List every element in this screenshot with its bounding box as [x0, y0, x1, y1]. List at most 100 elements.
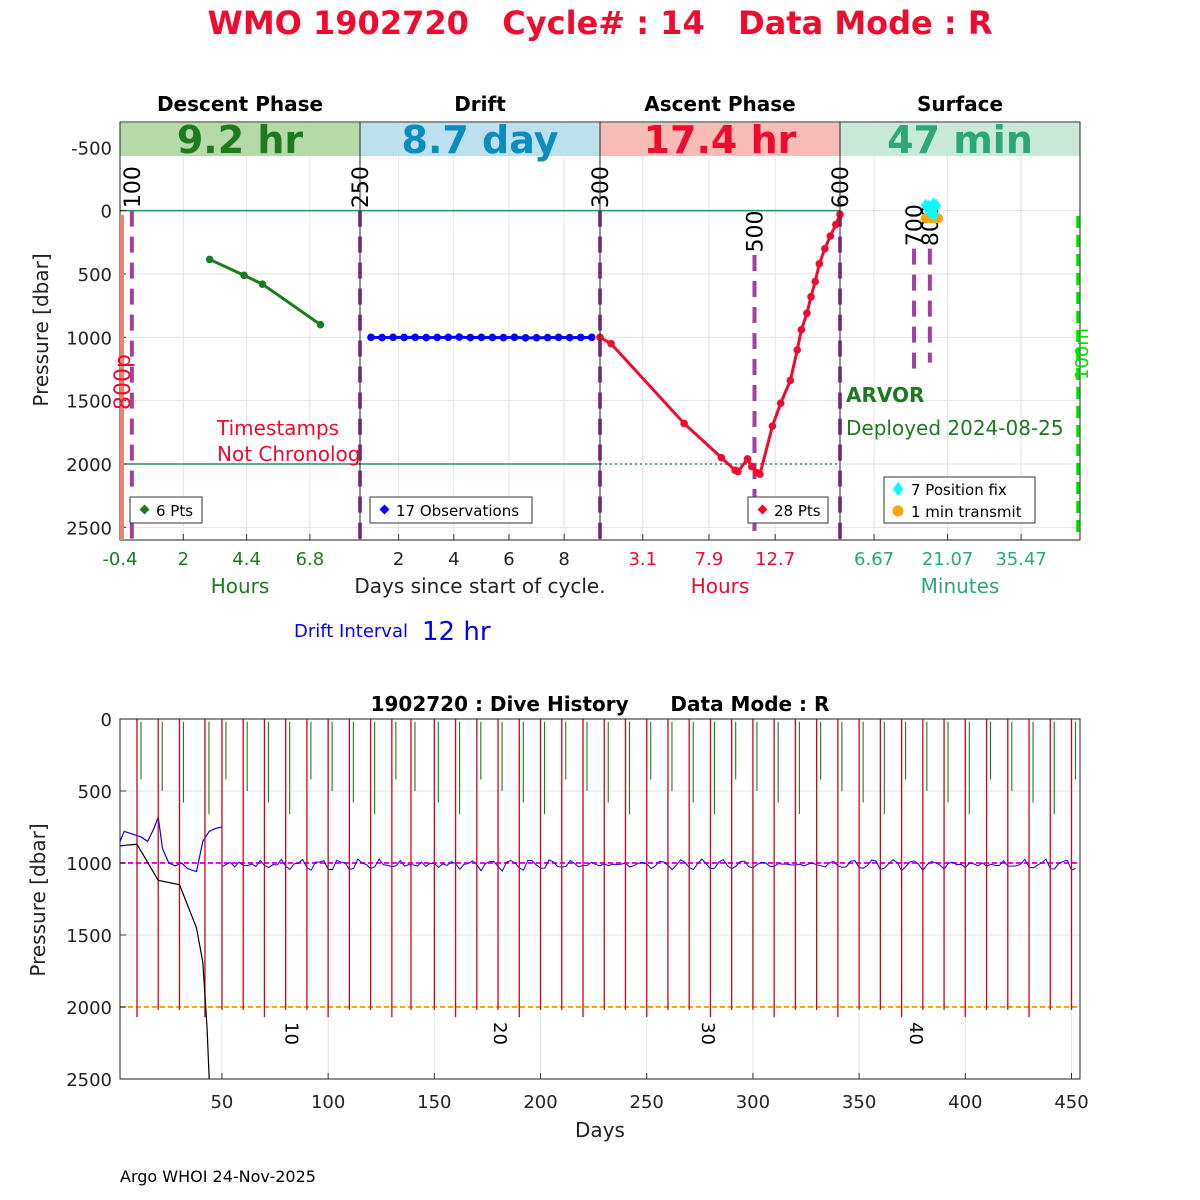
descent-depth-label: 800p [111, 354, 136, 410]
descent-legend: 6 Pts [129, 496, 203, 524]
descent-data-point [316, 320, 325, 329]
ascent-data-point [807, 293, 815, 301]
ytick-label: 1500 [66, 392, 112, 413]
ytick-label: 500 [78, 782, 112, 803]
drift-data-point [499, 333, 508, 342]
ascent-data-point [803, 309, 811, 318]
bottom-ylabel: Pressure [dbar] [26, 823, 50, 976]
dive-history-title: 1902720 : Dive History Data Mode : R [371, 692, 830, 716]
drift-duration: 8.7 day [402, 118, 559, 162]
cycle-number-label: 10 [281, 1022, 302, 1045]
descent-xtick-label: 4.4 [232, 549, 261, 570]
legend-box [369, 496, 533, 524]
ascent-unit-label: Hours [691, 574, 750, 598]
ascent-data-point [680, 419, 688, 428]
ytick-label: 2500 [66, 518, 112, 539]
surface-legend: 7 Position fix 1 min transmit [883, 476, 1036, 524]
drift-data-point [543, 333, 552, 342]
top-xcaption: Days since start of cycle. [354, 574, 605, 598]
legend-marker [757, 504, 768, 515]
ytick-label: -500 [71, 138, 112, 159]
dive-history-frame [119, 718, 1081, 1080]
surface-phase-name: Surface [917, 92, 1003, 116]
ytick-label: 1500 [66, 926, 112, 947]
float-model: ARVOR [846, 383, 924, 407]
drift-data-point [576, 333, 585, 342]
ascent-duration: 17.4 hr [644, 118, 797, 162]
drift-phase-name: Drift [454, 92, 506, 116]
cycle-number-label: 20 [489, 1022, 510, 1045]
legend-label: 17 Observations [396, 502, 519, 520]
drift-duration-band [360, 123, 600, 156]
ascent-data-point [756, 470, 764, 478]
drift-data-point [532, 333, 541, 342]
drift-data-point [455, 333, 464, 341]
drift-pressure-trace [221, 858, 1076, 872]
descent-data-point [240, 271, 248, 280]
ascent-data-point [793, 346, 802, 354]
drift-data-point [488, 333, 497, 342]
ascent-data-point [776, 399, 785, 408]
ascent-duration-band [600, 123, 840, 156]
xtick-label: 100 [311, 1092, 345, 1113]
xtick-label: 250 [630, 1092, 664, 1113]
cycle-marker-label: 600 [829, 166, 854, 208]
drift-data-point [422, 333, 431, 342]
descent-xtick-label: 2 [178, 549, 189, 570]
drift-interval-value: 12 hr [422, 617, 491, 647]
xtick-label: 300 [736, 1092, 770, 1113]
drift-data-point [554, 333, 563, 342]
ascent-data-point [786, 376, 795, 385]
drift-data-point [466, 333, 475, 342]
xtick-label: 450 [1054, 1092, 1088, 1113]
drift-data-point [477, 333, 486, 342]
top-ylabel: Pressure [dbar] [29, 253, 53, 406]
legend-position-fix-label: 7 Position fix [911, 481, 1007, 499]
xtick-label: 400 [948, 1092, 982, 1113]
ytick-label: 2000 [66, 998, 112, 1019]
ascent-data-point [747, 462, 756, 471]
ytick-label: 0 [101, 710, 112, 731]
phase-panel-frame [839, 121, 1081, 541]
ascent-data-point [768, 422, 777, 430]
drift-data-point [565, 333, 574, 342]
descent-profile-line [209, 258, 322, 326]
drift-xtick-label: 4 [448, 549, 459, 570]
legend-transmit-label: 1 min transmit [911, 503, 1022, 521]
ascent-data-point [821, 244, 829, 253]
legend-transmit-marker [892, 505, 904, 517]
descent-duration-band [120, 123, 360, 156]
drift-xtick-label: 2 [393, 549, 404, 570]
legend-label: 6 Pts [156, 502, 193, 520]
descent-xtick-label: -0.4 [102, 549, 137, 570]
cycle-marker-label: 250 [349, 166, 374, 208]
xtick-label: 350 [842, 1092, 876, 1113]
cycle-number-label: 30 [697, 1022, 718, 1045]
footer-credit: Argo WHOI 24-Nov-2025 [120, 1167, 316, 1186]
legend-box [747, 496, 829, 524]
legend-position-fix-marker [893, 482, 903, 496]
ascent-data-point [811, 277, 819, 286]
surface-xtick-label: 35.47 [995, 549, 1047, 570]
ascent-data-point [717, 453, 726, 462]
ascent-profile-line [599, 213, 842, 477]
drift-xtick-label: 6 [503, 549, 514, 570]
ytick-label: 1000 [66, 328, 112, 349]
drift-xtick-label: 8 [558, 549, 569, 570]
drift-data-point [367, 333, 375, 342]
drift-data-point [510, 333, 519, 342]
cycle-marker-label: 300 [589, 166, 614, 208]
descent-bound-bar [120, 215, 124, 540]
ascent-data-point [734, 467, 742, 476]
legend-marker [379, 504, 390, 515]
ytick-label: 0 [101, 202, 112, 223]
bottom-track-line [119, 843, 210, 1080]
xtick-label: 50 [210, 1092, 233, 1113]
drift-data-point [587, 333, 596, 342]
surface-unit-label: Minutes [921, 574, 1000, 598]
ytick-label: 2000 [66, 455, 112, 476]
drift-data-point [400, 333, 408, 342]
cycle-marker-label: 700 [903, 204, 928, 246]
ascent-legend: 28 Pts [747, 496, 829, 524]
